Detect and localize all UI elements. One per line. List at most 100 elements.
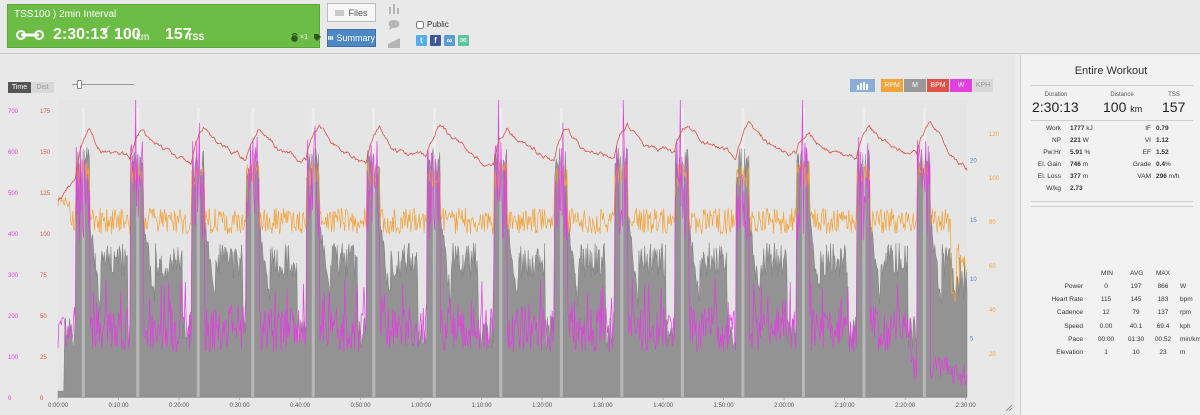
chart-type-toggle[interactable] [850, 79, 875, 92]
minmax-label: Power [1064, 283, 1083, 290]
stat-value: 0.4% [1156, 161, 1171, 168]
metric-toggle-m[interactable]: M [904, 79, 926, 92]
time-toggle-button[interactable]: Time [8, 82, 31, 93]
tag-icon[interactable] [313, 33, 322, 42]
side-icon-column [386, 0, 402, 52]
equipment-icon [291, 32, 298, 42]
x-tick-label: 0:50:00 [351, 403, 372, 409]
minmax-row-power: Power 0 197 866 W [1021, 283, 1200, 295]
email-icon[interactable]: ✉ [458, 35, 469, 46]
max-header: MAX [1156, 270, 1171, 277]
minmax-unit: bpm [1180, 296, 1193, 304]
x-tick-label: 1:30:00 [593, 403, 614, 409]
workout-header: TSS100 ) 2min Interval 2:30:13 ✓ 100 km … [0, 0, 1200, 54]
distance-label: Distance [1110, 92, 1134, 98]
metric-toggle-list: RPM M BPM W KPH [881, 79, 994, 92]
metric-toggle-rpm[interactable]: RPM [881, 79, 903, 92]
workout-chart[interactable]: 0 100 200 300 400 500 600 700 0 25 50 75 100 125 150 17… [0, 55, 1015, 415]
y-tick-heart-rate: 100 [40, 232, 51, 238]
x-tick-label: 2:20:00 [895, 403, 916, 409]
interval-highlight [251, 108, 255, 397]
minmax-avg: 79 [1132, 309, 1140, 317]
minmax-min: 0.00 [1099, 322, 1113, 330]
twitter-icon[interactable]: t [416, 35, 427, 46]
bar-chart-icon[interactable] [388, 2, 400, 14]
duration-label: Duration [1044, 92, 1068, 98]
stat-row-w-kg: W/kg 2.73 [1021, 185, 1111, 196]
workout-tss: 157 [165, 26, 192, 43]
interval-highlight [136, 108, 140, 397]
tss-label: TSS [1168, 92, 1180, 98]
comment-icon[interactable] [388, 19, 400, 31]
x-tick-label: 2:10:00 [835, 403, 856, 409]
interval-highlight [196, 108, 200, 397]
stat-row-vam: VAM 296 m/h [1111, 173, 1200, 184]
summary-distance-block: 100 km [1103, 99, 1142, 115]
workout-distance: 100 [114, 26, 141, 43]
workout-tss-unit: TSS [187, 32, 205, 42]
minmax-max: 866 [1157, 283, 1169, 290]
elevation-icon[interactable] [388, 36, 400, 48]
summary-distance-unit: km [1130, 104, 1143, 114]
minmax-min: 12 [1102, 309, 1110, 317]
interval-highlight [372, 108, 376, 397]
completed-check-icon: ✓ [101, 22, 112, 37]
metric-toggle-kph[interactable]: KPH [973, 79, 993, 92]
y-tick-speed: 20 [970, 158, 977, 164]
x-tick-label: 1:40:00 [653, 403, 674, 409]
stat-row-np: NP 221 W [1021, 137, 1111, 148]
stat-label: NP [1051, 137, 1061, 144]
summary-button[interactable]: Summary [327, 29, 376, 47]
public-toggle[interactable]: Public [416, 20, 449, 29]
metric-toggle-bpm[interactable]: BPM [927, 79, 949, 92]
x-tick-label: 1:00:00 [411, 403, 432, 409]
stat-label: Grade [1132, 161, 1151, 168]
summary-divider [1031, 201, 1193, 202]
summary-tss: 157 [1162, 99, 1186, 115]
summary-button-label: Summary [336, 33, 375, 43]
minmax-label: Elevation [1056, 349, 1083, 356]
y-tick-heart-rate: 150 [40, 150, 51, 156]
y-tick-power: 500 [8, 191, 19, 197]
y-tick-power: 200 [8, 314, 19, 320]
minmax-unit: min/km [1180, 335, 1200, 343]
minmax-unit: W [1180, 283, 1187, 290]
files-button[interactable]: Files [327, 3, 376, 22]
facebook-icon[interactable]: f [430, 35, 441, 46]
minmax-unit: rpm [1180, 309, 1192, 317]
stat-label: W/kg [1046, 185, 1061, 192]
files-icon [335, 9, 345, 16]
y-tick-power: 300 [8, 273, 19, 279]
metric-toggle-w[interactable]: W [950, 79, 972, 92]
x-tick-label: 1:20:00 [532, 403, 553, 409]
stat-label: VI [1144, 137, 1151, 144]
y-tick-heart-rate: 0 [40, 396, 44, 402]
zoom-slider-handle[interactable] [77, 80, 82, 89]
workout-card[interactable]: TSS100 ) 2min Interval 2:30:13 ✓ 100 km … [7, 4, 322, 48]
summary-icon [328, 36, 334, 40]
minmax-row-pace: Pace 00:00 01:30 00:52 min/km [1021, 336, 1200, 348]
public-checkbox[interactable] [416, 20, 424, 29]
minmax-avg: 10 [1132, 349, 1140, 356]
link-icon[interactable]: ∞ [444, 35, 455, 46]
minmax-max: 00:52 [1154, 335, 1172, 343]
minmax-avg: 197 [1130, 283, 1142, 290]
y-tick-cadence: 120 [989, 132, 1000, 138]
stat-value: 377 m [1070, 173, 1089, 180]
workout-chart-panel: Time Dist RPM M BPM W KPH 0 100 200 300 400 500 60… [0, 55, 1015, 415]
public-label: Public [427, 20, 449, 29]
x-tick-label: 2:30:00 [956, 403, 977, 409]
files-button-label: Files [348, 7, 368, 18]
minmax-max: 183 [1157, 296, 1169, 304]
interval-highlight [922, 108, 926, 397]
bars-icon [857, 81, 868, 90]
interval-highlight [81, 108, 85, 397]
zoom-slider[interactable] [72, 80, 134, 89]
summary-title: Entire Workout [1074, 65, 1148, 77]
y-tick-speed: 15 [970, 218, 977, 224]
y-tick-heart-rate: 50 [40, 314, 47, 320]
y-tick-cadence: 60 [989, 264, 996, 270]
minmax-label: Speed [1064, 322, 1083, 330]
dist-toggle-button[interactable]: Dist [31, 82, 54, 93]
interval-highlight [862, 108, 866, 397]
